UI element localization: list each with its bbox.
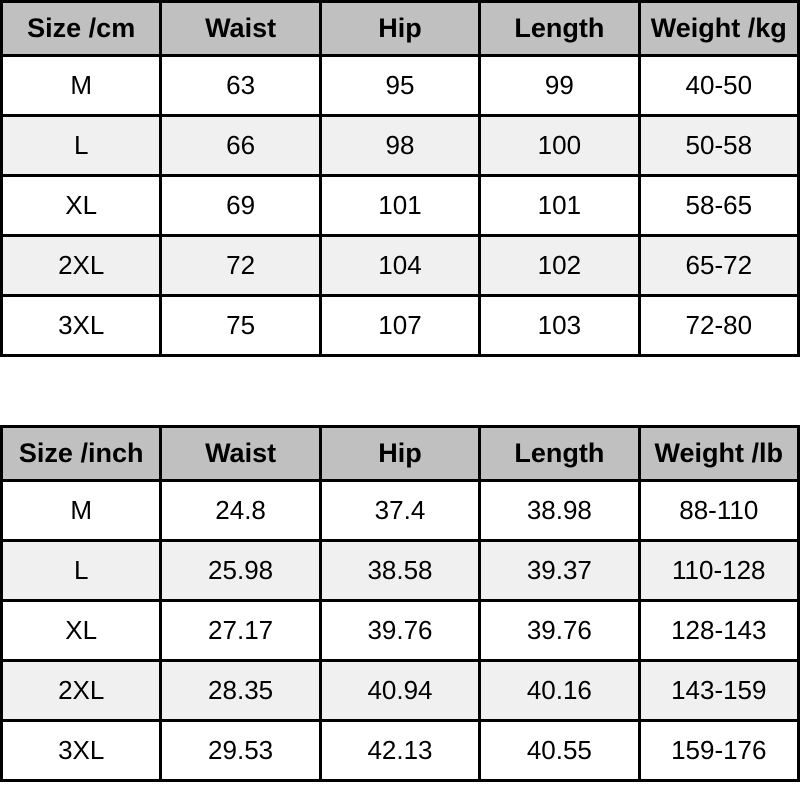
measurement-cell: 63	[159, 54, 322, 117]
table-row: M 24.8 37.4 38.98 88-110	[0, 479, 800, 542]
size-label-cell: 2XL	[0, 659, 163, 722]
measurement-cell: 50-58	[637, 114, 800, 177]
header-cell: Waist	[159, 0, 322, 57]
measurement-cell: 99	[478, 54, 641, 117]
table-row: 3XL 29.53 42.13 40.55 159-176	[0, 719, 800, 782]
measurement-cell: 40.94	[318, 659, 482, 722]
header-cell: Length	[478, 0, 641, 57]
measurement-cell: 128-143	[637, 599, 800, 662]
measurement-cell: 27.17	[159, 599, 322, 662]
table-row: 2XL 28.35 40.94 40.16 143-159	[0, 659, 800, 722]
measurement-cell: 39.76	[318, 599, 482, 662]
measurement-cell: 25.98	[159, 539, 322, 602]
measurement-cell: 95	[318, 54, 482, 117]
measurement-cell: 42.13	[318, 719, 482, 782]
table-row: XL 27.17 39.76 39.76 128-143	[0, 599, 800, 662]
table-row: XL 69 101 101 58-65	[0, 174, 800, 237]
size-chart-cm-section: Size /cm Waist Hip Length Weight /kg M 63 95 99 4…	[0, 0, 800, 357]
header-cell: Size /cm	[0, 0, 163, 57]
measurement-cell: 72	[159, 234, 322, 297]
size-chart-inch-section: Size /inch Waist Hip Length Weight /lb M 24.8 3…	[0, 425, 800, 782]
measurement-cell: 66	[159, 114, 322, 177]
measurement-cell: 39.76	[478, 599, 641, 662]
size-label-cell: L	[0, 539, 163, 602]
measurement-cell: 100	[478, 114, 641, 177]
measurement-cell: 40.16	[478, 659, 641, 722]
size-label-cell: 2XL	[0, 234, 163, 297]
measurement-cell: 65-72	[637, 234, 800, 297]
measurement-cell: 88-110	[637, 479, 800, 542]
size-label-cell: 3XL	[0, 294, 163, 357]
size-label-cell: M	[0, 479, 163, 542]
measurement-cell: 40.55	[478, 719, 641, 782]
measurement-cell: 101	[318, 174, 482, 237]
measurement-cell: 38.98	[478, 479, 641, 542]
size-chart-cm-table: Size /cm Waist Hip Length Weight /kg M 63 95 99 4…	[0, 0, 800, 357]
measurement-cell: 40-50	[637, 54, 800, 117]
size-chart-inch-table: Size /inch Waist Hip Length Weight /lb M 24.8 3…	[0, 425, 800, 782]
measurement-cell: 69	[159, 174, 322, 237]
size-label-cell: L	[0, 114, 163, 177]
measurement-cell: 101	[478, 174, 641, 237]
measurement-cell: 110-128	[637, 539, 800, 602]
table-row: L 66 98 100 50-58	[0, 114, 800, 177]
measurement-cell: 98	[318, 114, 482, 177]
size-label-cell: XL	[0, 174, 163, 237]
table-row: M 63 95 99 40-50	[0, 54, 800, 117]
header-row: Size /inch Waist Hip Length Weight /lb	[0, 425, 800, 482]
measurement-cell: 104	[318, 234, 482, 297]
measurement-cell: 75	[159, 294, 322, 357]
measurement-cell: 28.35	[159, 659, 322, 722]
header-cell: Weight /lb	[637, 425, 800, 482]
header-row: Size /cm Waist Hip Length Weight /kg	[0, 0, 800, 57]
measurement-cell: 72-80	[637, 294, 800, 357]
header-cell: Hip	[318, 425, 482, 482]
measurement-cell: 107	[318, 294, 482, 357]
measurement-cell: 39.37	[478, 539, 641, 602]
size-label-cell: XL	[0, 599, 163, 662]
header-cell: Waist	[159, 425, 322, 482]
table-row: 3XL 75 107 103 72-80	[0, 294, 800, 357]
measurement-cell: 159-176	[637, 719, 800, 782]
header-cell: Weight /kg	[637, 0, 800, 57]
measurement-cell: 103	[478, 294, 641, 357]
header-cell: Length	[478, 425, 641, 482]
measurement-cell: 24.8	[159, 479, 322, 542]
size-label-cell: M	[0, 54, 163, 117]
table-row: L 25.98 38.58 39.37 110-128	[0, 539, 800, 602]
measurement-cell: 38.58	[318, 539, 482, 602]
measurement-cell: 58-65	[637, 174, 800, 237]
header-cell: Size /inch	[0, 425, 163, 482]
measurement-cell: 29.53	[159, 719, 322, 782]
measurement-cell: 37.4	[318, 479, 482, 542]
table-row: 2XL 72 104 102 65-72	[0, 234, 800, 297]
measurement-cell: 143-159	[637, 659, 800, 722]
size-label-cell: 3XL	[0, 719, 163, 782]
header-cell: Hip	[318, 0, 482, 57]
measurement-cell: 102	[478, 234, 641, 297]
